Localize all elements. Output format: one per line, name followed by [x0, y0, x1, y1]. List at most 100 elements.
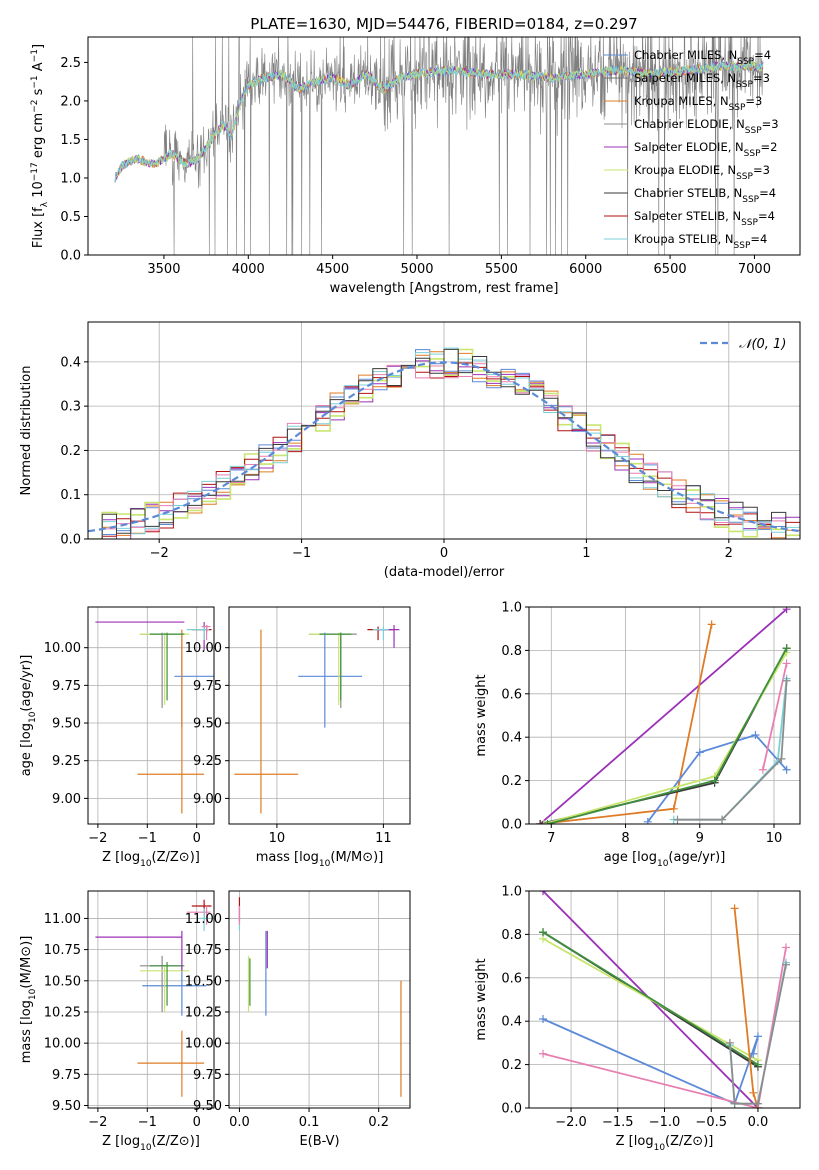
- y-axis-label: mass weight: [474, 674, 489, 756]
- data-point: [643, 817, 652, 824]
- axes-frame: [87, 606, 215, 825]
- x-tick-label: 0: [440, 546, 448, 561]
- y-tick-label: 0.4: [501, 1015, 522, 1030]
- y-tick-label: 0.8: [501, 928, 522, 943]
- x-tick-label: 10: [766, 831, 783, 846]
- plot-area: [529, 607, 800, 824]
- data-point: [753, 1032, 762, 1041]
- y-tick-label: 9.50: [52, 1099, 81, 1114]
- x-tick-label: −1.5: [602, 1115, 634, 1130]
- y-tick-label: 0.3: [60, 400, 81, 415]
- data-point: [781, 943, 790, 952]
- x-tick-label: 11: [375, 831, 392, 846]
- data-point: [669, 804, 678, 813]
- data-point: [695, 748, 704, 757]
- y-tick-label: 0.0: [501, 1102, 522, 1117]
- plot-area: [88, 322, 800, 539]
- data-point: [782, 676, 791, 685]
- legend-label: Chabrier STELIB, NSSP=4: [634, 186, 776, 205]
- y-tick-label: 0.1: [60, 488, 81, 503]
- x-axis-label: wavelength [Angstrom, rest frame]: [330, 281, 559, 296]
- y-tick-label: 9.75: [52, 1068, 81, 1083]
- panel-spectrum: Chabrier MILES, NSSP=4 Salpeter MILES, NS…: [30, 36, 801, 296]
- x-tick-label: −1: [138, 831, 157, 846]
- y-tick-label: 9.50: [193, 1099, 222, 1114]
- series-line-chabrier_elodie: [677, 680, 788, 821]
- panel-age_vs_mass: 10 11 9.00 9.25 9.50 9.75 10.00 mass [log10(M/M…: [185, 606, 411, 869]
- x-tick-label: −2: [150, 546, 169, 561]
- data-point: [539, 891, 548, 895]
- y-tick-label: 9.25: [52, 754, 81, 769]
- y-tick-label: 9.50: [193, 717, 222, 732]
- x-tick-label: 0.0: [229, 1115, 250, 1130]
- data-point: [782, 659, 791, 668]
- y-axis-label: age [log10(age/yr)]: [19, 655, 38, 777]
- x-tick-label: 8: [621, 831, 629, 846]
- y-tick-label: 10.50: [44, 974, 81, 989]
- y-axis-label: mass [log10(M/M⊙)]: [19, 936, 38, 1064]
- y-tick-label: 0.4: [501, 731, 522, 746]
- axes-frame: [528, 606, 801, 825]
- data-point: [707, 620, 716, 629]
- y-tick-label: 9.75: [193, 679, 222, 694]
- legend-label: Chabrier ELODIE, NSSP=3: [634, 117, 779, 136]
- model-spectrum-kroupa_stelib: [114, 61, 764, 183]
- y-axis-label: Normed distribution: [19, 366, 34, 496]
- data-point: [710, 776, 719, 785]
- axes-frame: [228, 890, 411, 1109]
- data-point: [753, 1099, 762, 1108]
- x-tick-label: −1.0: [649, 1115, 681, 1130]
- x-tick-label: 2: [725, 546, 733, 561]
- series-line-chabrier_elodie: [729, 964, 787, 1105]
- panel-mass_vs_ebv: 0.0 0.1 0.2 9.50 9.75 10.00 10.25 10.50 10.75 11.…: [185, 890, 411, 1149]
- y-tick-label: 10.25: [185, 1005, 222, 1020]
- x-tick-label: 4000: [232, 262, 265, 277]
- x-tick-label: 0: [193, 1115, 201, 1130]
- data-point: [725, 1038, 734, 1047]
- y-tick-label: 10.75: [185, 943, 222, 958]
- x-tick-label: 7: [547, 831, 555, 846]
- y-tick-label: 10.50: [185, 974, 222, 989]
- y-tick-label: 0.0: [60, 533, 81, 548]
- y-tick-label: 0.6: [501, 971, 522, 986]
- panel-residual_hist: 𝒩(0, 1) −2 −1 0 1 2 0.0 0.1 0.2 0.3 0.4 (data-model…: [19, 321, 801, 580]
- legend-label: Kroupa ELODIE, NSSP=3: [634, 163, 770, 182]
- legend-label: Kroupa STELIB, NSSP=4: [634, 232, 767, 251]
- y-tick-label: 10.00: [44, 1037, 81, 1052]
- y-tick-label: 2.0: [60, 94, 81, 109]
- x-tick-label: 5000: [400, 262, 433, 277]
- data-point: [536, 820, 545, 824]
- x-tick-label: 0: [193, 831, 201, 846]
- data-point: [751, 731, 760, 740]
- y-tick-label: 0.8: [501, 644, 522, 659]
- legend-label: 𝒩(0, 1): [739, 337, 786, 352]
- y-tick-label: 0.2: [501, 774, 522, 789]
- y-axis-label: Flux [fλ 10−17 erg cm−2 s−1 A−1]: [30, 44, 50, 248]
- x-tick-label: 4500: [316, 262, 349, 277]
- x-tick-label: −0.5: [695, 1115, 727, 1130]
- y-tick-label: 10.00: [185, 1037, 222, 1052]
- legend-label: Salpeter STELIB, NSSP=4: [634, 209, 775, 228]
- panel-mass_vs_Z: −2 −1 0 9.50 9.75 10.00 10.25 10.50 10.75 11.00 Z …: [19, 890, 215, 1153]
- y-tick-label: 0.0: [60, 249, 81, 264]
- x-axis-label: mass [log10(M/M⊙)]: [256, 850, 384, 869]
- x-tick-label: 6500: [654, 262, 687, 277]
- y-tick-label: 0.5: [60, 210, 81, 225]
- series-line-green: [542, 931, 759, 1066]
- data-point: [730, 1099, 739, 1108]
- x-tick-label: 7000: [738, 262, 771, 277]
- data-point: [782, 607, 791, 614]
- panel-mass_weight_vs_age: 7 8 9 10 0.0 0.2 0.4 0.6 0.8 1.0 age [log10(age/yr…: [474, 601, 801, 869]
- data-point: [749, 1049, 758, 1058]
- plot-area: [114, 37, 764, 255]
- y-tick-label: 10.25: [44, 1005, 81, 1020]
- x-tick-label: 0.1: [299, 1115, 320, 1130]
- gaussian-curve: [88, 361, 800, 533]
- data-point: [539, 820, 548, 824]
- x-tick-label: 9: [696, 831, 704, 846]
- y-tick-label: 2.5: [60, 56, 81, 71]
- plot-area: [229, 607, 410, 824]
- x-axis-label: Z [log10(Z/Z⊙)]: [102, 850, 200, 869]
- x-axis-label: Z [log10(Z/Z⊙)]: [102, 1134, 200, 1153]
- x-tick-label: −1: [138, 1115, 157, 1130]
